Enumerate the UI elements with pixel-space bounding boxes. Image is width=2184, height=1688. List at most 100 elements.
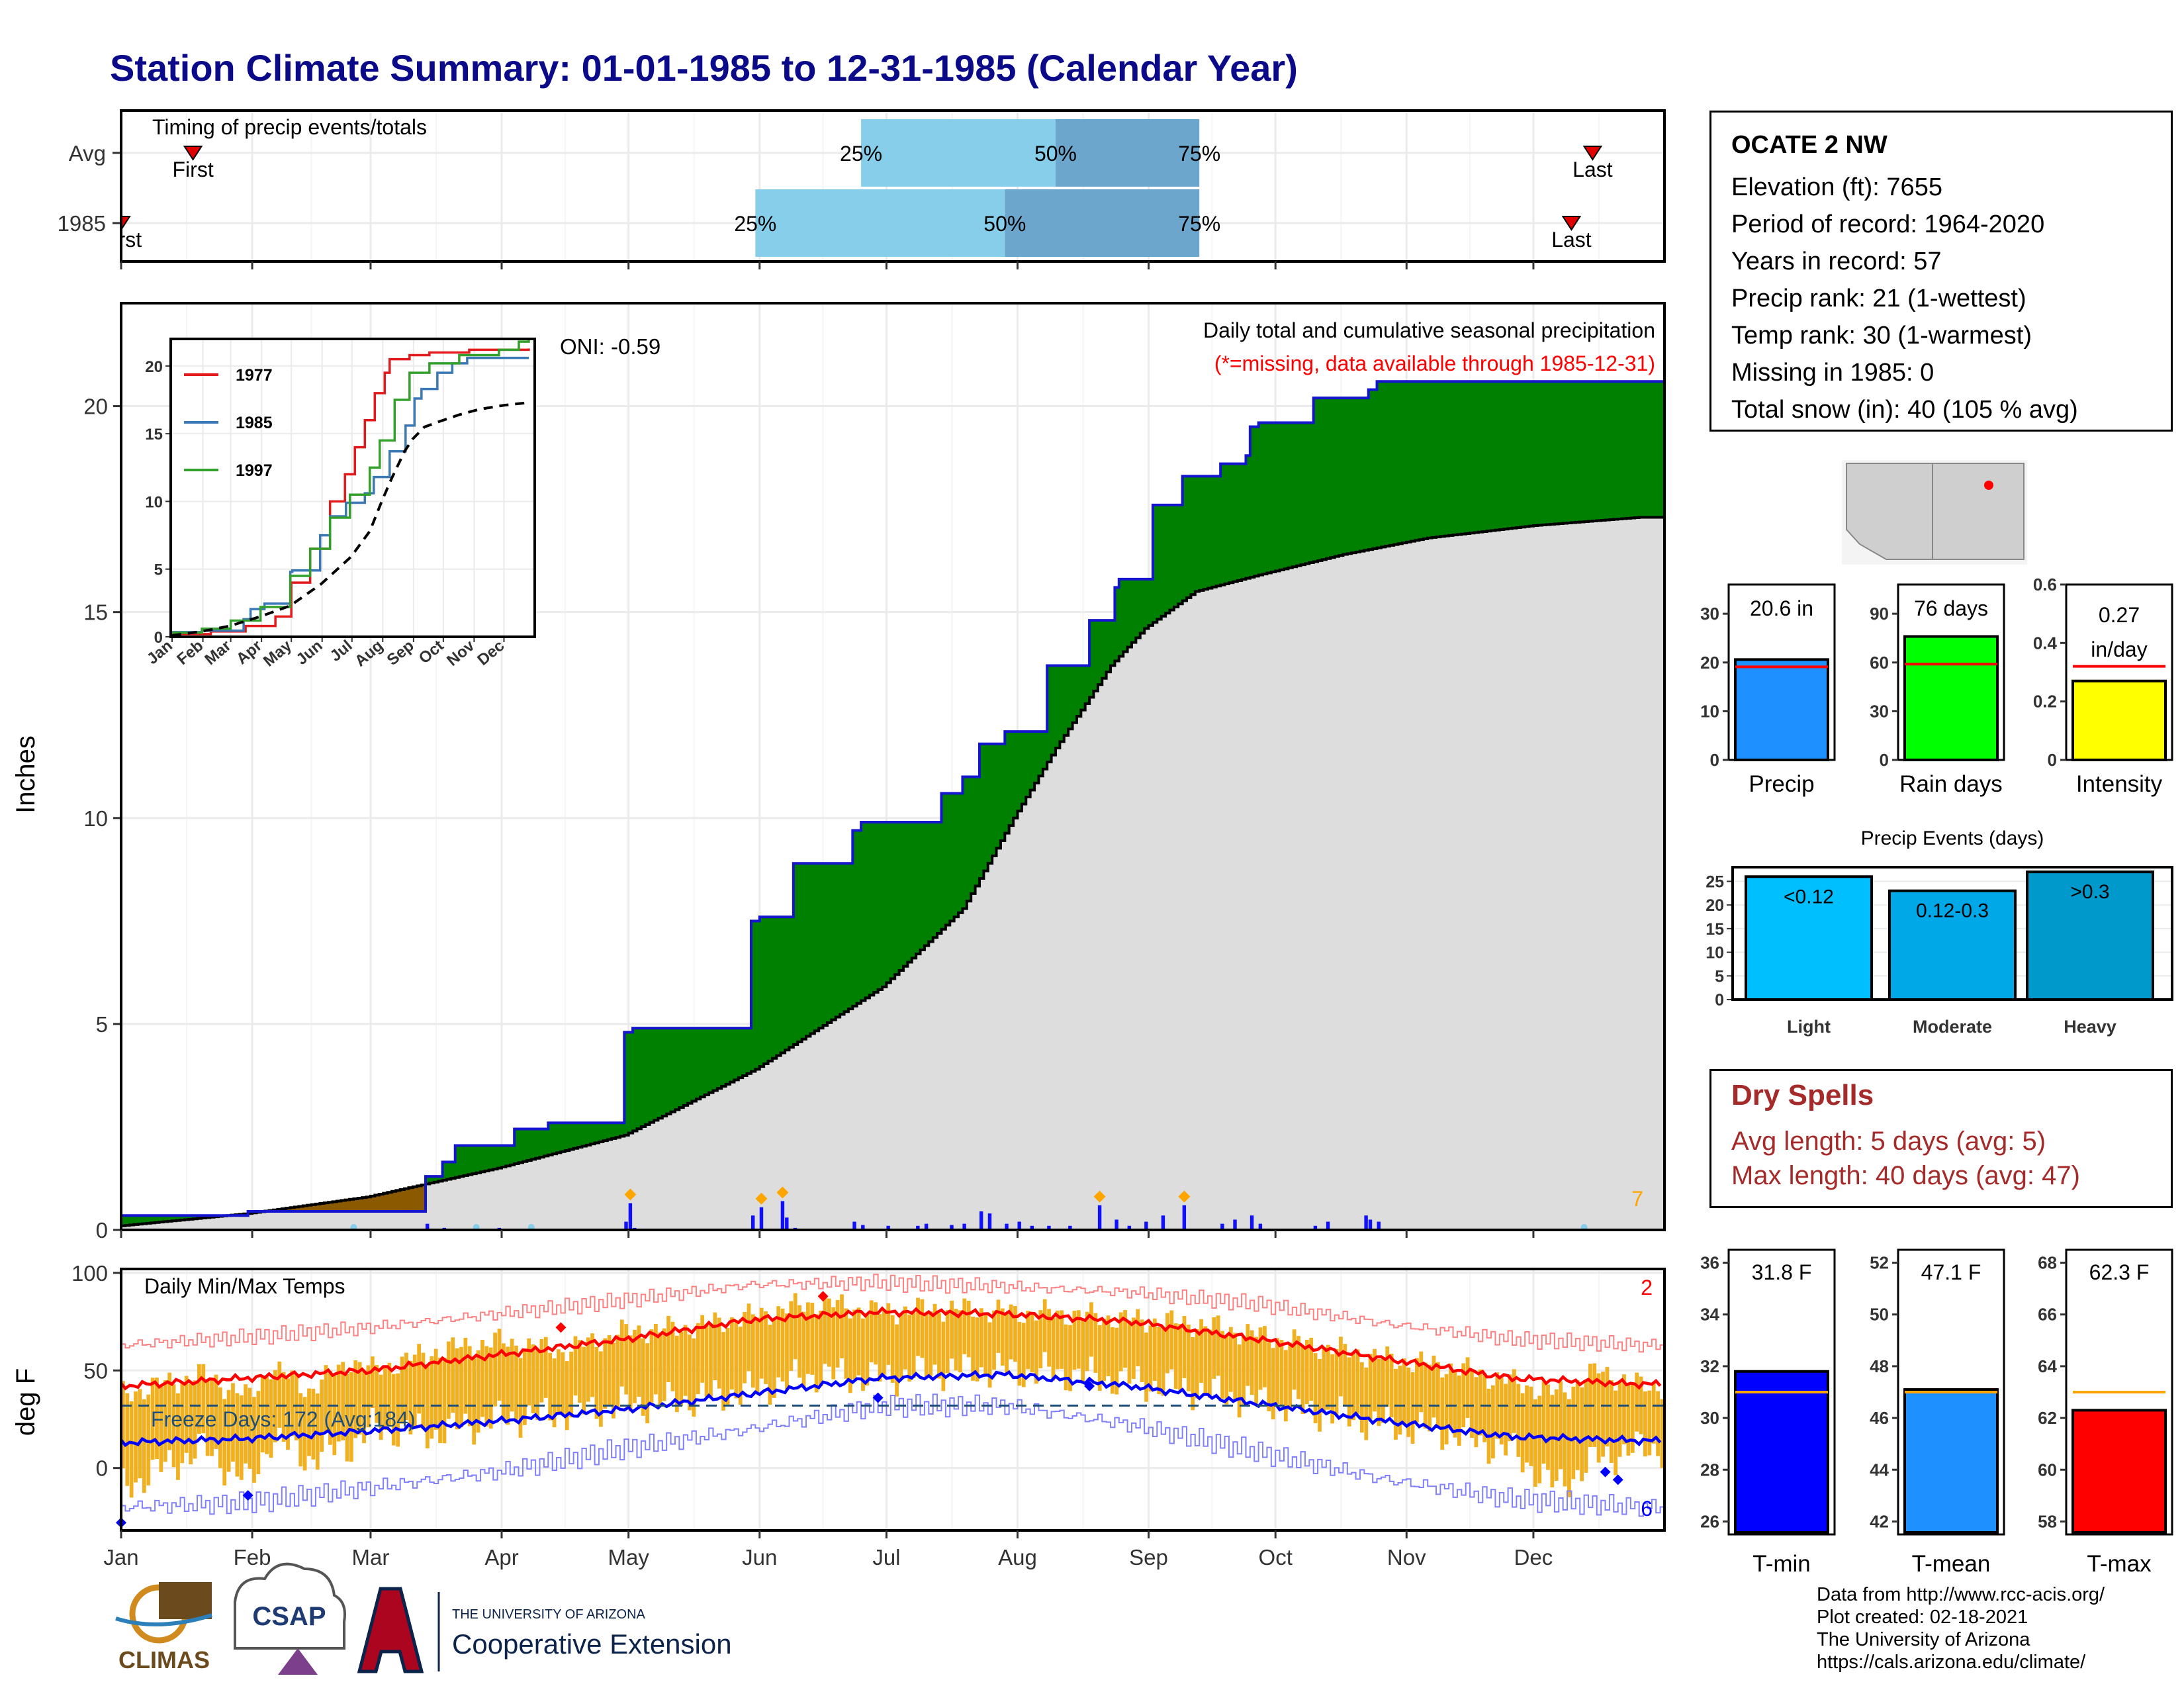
below-average-fill: [294, 1207, 299, 1211]
above-average-fill: [1647, 381, 1653, 518]
above-average-fill: [1377, 381, 1382, 548]
timing-row-label: Avg: [69, 141, 106, 165]
temp-y-tick-label: 36: [1700, 1253, 1719, 1273]
climas-swoosh: [115, 1613, 212, 1626]
above-average-fill: [1537, 381, 1543, 526]
above-average-fill: [1220, 463, 1226, 585]
daily-precip-bar: [628, 1203, 633, 1230]
daily-precip-bar: [1005, 1223, 1009, 1230]
above-average-fill: [1051, 665, 1056, 755]
daily-temp-range: [679, 1331, 684, 1407]
station-precip-rank: Precip rank: 21 (1-wettest): [1731, 285, 2026, 312]
daily-temp-range: [451, 1337, 455, 1413]
daily-temp-range: [658, 1332, 662, 1407]
daily-temp-range: [163, 1380, 167, 1462]
above-average-fill: [1060, 665, 1065, 742]
above-average-fill: [455, 1145, 460, 1178]
daily-temp-range: [387, 1362, 392, 1427]
daily-temp-range: [569, 1351, 573, 1418]
station-snow: Total snow (in): 40 (105 % avg): [1731, 396, 2078, 424]
daily-temp-range: [1089, 1302, 1093, 1357]
temp-y-tick-label: 50: [1870, 1305, 1889, 1325]
above-average-fill: [688, 1028, 693, 1103]
above-average-fill: [1237, 463, 1242, 581]
daily-temp-range: [1228, 1327, 1233, 1392]
daily-temp-range: [1435, 1362, 1440, 1427]
above-average-fill: [793, 863, 798, 1045]
daily-temp-range: [421, 1352, 426, 1429]
daily-temp-range: [1131, 1317, 1136, 1380]
y-tick-label: 0: [96, 1218, 108, 1243]
daily-temp-range: [1660, 1399, 1664, 1468]
daily-temp-range: [1334, 1348, 1339, 1415]
daily-precip-bar: [987, 1213, 992, 1230]
above-average-fill: [658, 1028, 663, 1119]
below-average-fill: [362, 1197, 367, 1211]
below-average-fill: [328, 1202, 334, 1211]
above-average-fill: [890, 822, 895, 979]
temp-y-tick-label: 66: [2038, 1305, 2057, 1325]
daily-temp-range: [594, 1346, 599, 1419]
below-average-fill: [341, 1200, 346, 1211]
above-average-fill: [776, 917, 782, 1056]
precip-panel-subtitle: (*=missing, data available through 1985-…: [1214, 352, 1655, 375]
daily-temp-range: [134, 1391, 138, 1483]
daily-temp-range: [412, 1354, 417, 1428]
mini-bar-value: 76 days: [1914, 596, 1988, 620]
above-average-fill: [1626, 381, 1631, 519]
daily-precip-bar: [780, 1201, 785, 1230]
above-average-fill: [743, 1028, 748, 1076]
above-average-fill: [506, 1145, 511, 1166]
above-average-fill: [1339, 398, 1344, 556]
event-bar-label: 0.12-0.3: [1916, 900, 1989, 922]
above-average-fill: [797, 863, 803, 1042]
daily-temp-range: [1279, 1340, 1284, 1407]
daily-temp-range: [688, 1335, 692, 1411]
above-average-fill: [971, 776, 976, 894]
record-high-line: [121, 1274, 1664, 1353]
daily-temp-range: [1453, 1370, 1457, 1438]
above-average-fill: [768, 917, 773, 1061]
above-average-fill: [586, 1123, 591, 1145]
timing-bar-50-75: [1055, 119, 1200, 187]
above-average-fill: [823, 863, 828, 1025]
above-average-fill: [1207, 476, 1212, 588]
above-average-fill: [1157, 504, 1162, 620]
above-average-fill: [958, 793, 964, 913]
y-tick-label: 100: [71, 1261, 108, 1286]
daily-precip-bar: [1161, 1215, 1165, 1230]
above-average-fill: [1656, 381, 1661, 518]
daily-temp-range: [320, 1380, 324, 1452]
above-average-fill: [814, 863, 819, 1031]
daily-temp-range: [332, 1376, 337, 1456]
daily-precip-bar: [759, 1207, 764, 1230]
above-average-fill: [142, 1215, 147, 1224]
above-average-fill: [772, 917, 777, 1058]
daily-precip-bar: [426, 1223, 430, 1230]
daily-temp-range: [1440, 1377, 1445, 1450]
above-average-fill: [184, 1215, 189, 1220]
above-average-fill: [1118, 579, 1124, 657]
daily-temp-range: [1491, 1385, 1495, 1459]
above-average-fill: [472, 1145, 477, 1174]
daily-temp-range: [493, 1333, 497, 1407]
above-average-fill: [637, 1028, 642, 1129]
daily-temp-range: [966, 1300, 971, 1358]
daily-temp-range: [1584, 1381, 1588, 1473]
above-average-fill: [1609, 381, 1614, 520]
inset-bg: [171, 339, 535, 637]
daily-precip-bar: [962, 1223, 966, 1230]
above-average-fill: [1504, 381, 1509, 530]
above-average-fill: [696, 1028, 701, 1100]
event-bar-label: <0.12: [1784, 886, 1834, 908]
y-tick-label: 0: [96, 1456, 108, 1481]
above-average-fill: [987, 743, 993, 864]
daily-temp-range: [785, 1313, 789, 1389]
daily-temp-range: [1165, 1313, 1169, 1374]
above-average-fill: [1592, 381, 1598, 522]
daily-temp-range: [1042, 1299, 1047, 1352]
daily-temp-range: [353, 1360, 358, 1438]
mini-y-tick-label: 60: [1870, 653, 1889, 673]
temp-y-tick-label: 60: [2038, 1460, 2057, 1479]
daily-temp-range: [488, 1347, 493, 1429]
